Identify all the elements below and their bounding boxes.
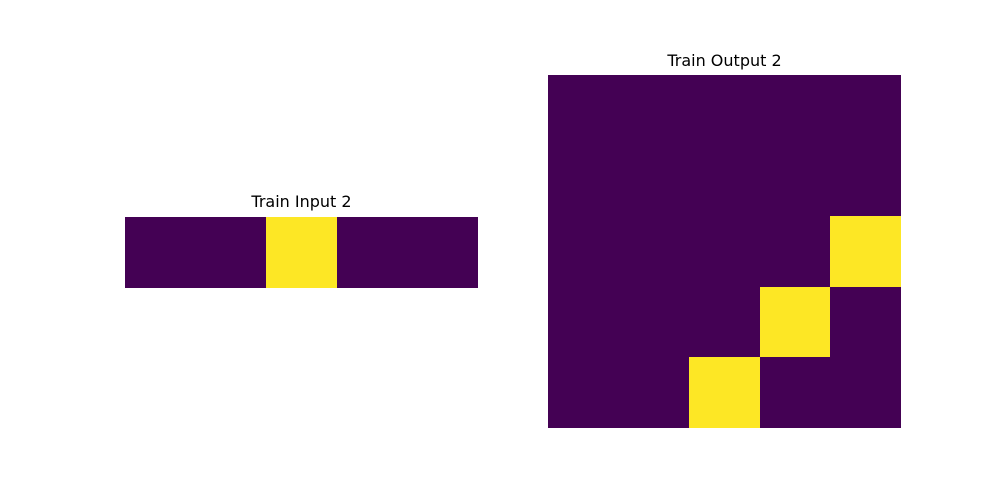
output-cell-r4-c1: [618, 357, 690, 428]
input-cell-r0-c2: [266, 217, 337, 288]
output-cell-r4-c0: [548, 357, 619, 428]
output-cell-r2-c1: [618, 216, 690, 287]
output-cell-r4-c2: [689, 357, 760, 428]
train-input-grid: [125, 217, 478, 288]
output-cell-r3-c0: [548, 286, 619, 358]
output-cell-r3-c4: [830, 286, 901, 358]
output-cell-r1-c2: [689, 145, 760, 217]
input-cell-r0-c4: [407, 217, 478, 288]
output-cell-r0-c0: [548, 75, 619, 146]
output-cell-r1-c1: [618, 145, 690, 217]
output-cell-r3-c1: [618, 286, 690, 358]
output-cell-r0-c4: [830, 75, 901, 146]
input-cell-r0-c3: [336, 217, 408, 288]
input-cell-r0-c1: [195, 217, 267, 288]
output-cell-r1-c0: [548, 145, 619, 217]
output-cell-r3-c2: [689, 286, 760, 358]
output-cell-r0-c1: [618, 75, 690, 146]
output-cell-r2-c0: [548, 216, 619, 287]
output-cell-r2-c3: [759, 216, 831, 287]
output-cell-r1-c4: [830, 145, 901, 217]
output-cell-r2-c4: [830, 216, 901, 287]
output-cell-r3-c3: [759, 286, 831, 358]
output-cell-r4-c4: [830, 357, 901, 428]
output-cell-r4-c3: [759, 357, 831, 428]
input-cell-r0-c0: [125, 217, 196, 288]
output-cell-r0-c2: [689, 75, 760, 146]
train-output-title: Train Output 2: [667, 51, 782, 70]
train-output-grid: [548, 75, 901, 428]
train-input-title: Train Input 2: [251, 192, 352, 211]
output-cell-r2-c2: [689, 216, 760, 287]
output-cell-r1-c3: [759, 145, 831, 217]
output-cell-r0-c3: [759, 75, 831, 146]
